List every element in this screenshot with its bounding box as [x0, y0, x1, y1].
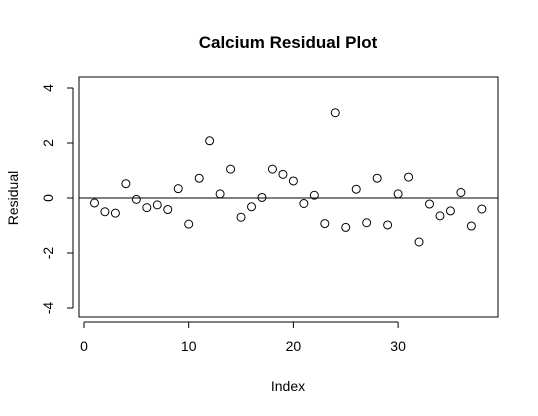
data-point	[257, 192, 267, 202]
y-tick-label: 2	[40, 139, 56, 147]
data-point	[288, 176, 298, 186]
data-point	[383, 220, 393, 230]
data-point	[362, 218, 372, 228]
data-point	[435, 211, 445, 221]
x-tick-label: 20	[286, 338, 302, 354]
data-point	[414, 237, 424, 247]
data-point	[404, 172, 414, 182]
data-point	[163, 205, 173, 215]
data-point	[278, 169, 288, 179]
data-point	[309, 190, 319, 200]
chart-title: Calcium Residual Plot	[199, 33, 378, 52]
data-points	[89, 108, 487, 247]
data-point	[110, 208, 120, 218]
data-point	[425, 199, 435, 209]
data-point	[194, 173, 204, 183]
data-point	[372, 173, 382, 183]
y-tick-label: 4	[40, 84, 56, 92]
data-point	[445, 206, 455, 216]
y-axis: -4 -2 0 2 4	[40, 84, 74, 315]
data-point	[466, 221, 476, 231]
data-point	[299, 199, 309, 208]
x-tick-label: 30	[390, 338, 406, 354]
data-point	[173, 184, 183, 194]
data-point	[320, 219, 330, 229]
data-point	[89, 198, 99, 208]
data-point	[100, 207, 110, 217]
x-tick-label: 10	[181, 338, 197, 354]
data-point	[236, 212, 246, 222]
data-point	[142, 203, 152, 213]
data-point	[341, 222, 351, 232]
x-tick-label: 0	[80, 338, 88, 354]
data-point	[393, 189, 403, 199]
data-point	[267, 164, 277, 174]
data-point	[330, 108, 340, 118]
data-point	[184, 219, 194, 229]
y-tick-label: 0	[40, 194, 56, 202]
plot-area-frame	[78, 76, 499, 318]
data-point	[351, 184, 361, 194]
y-tick-label: -4	[40, 302, 56, 315]
data-point	[247, 202, 257, 212]
y-axis-label: Residual	[5, 171, 21, 225]
x-axis-label: Index	[271, 378, 305, 394]
data-point	[477, 204, 487, 214]
data-point	[121, 179, 131, 189]
data-point	[131, 194, 141, 204]
x-axis: 0 10 20 30	[80, 321, 406, 354]
data-point	[205, 136, 215, 146]
data-point	[226, 164, 236, 174]
y-tick-label: -2	[40, 247, 56, 260]
data-point	[456, 188, 466, 197]
data-point	[215, 189, 225, 199]
data-point	[152, 200, 162, 210]
